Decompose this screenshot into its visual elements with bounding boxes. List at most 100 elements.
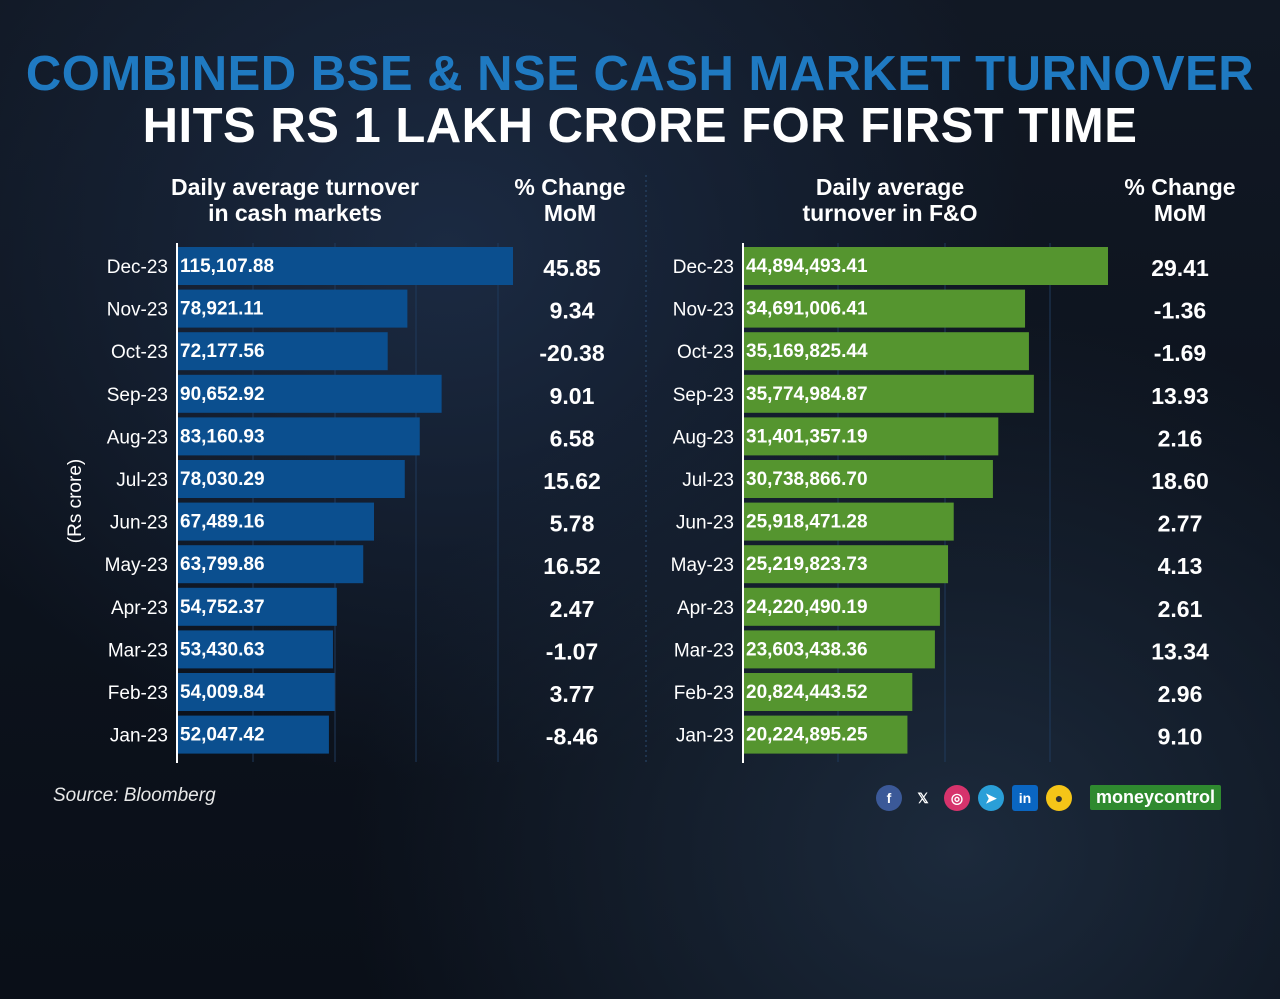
cash-category-label: Mar-23	[108, 640, 168, 661]
fo-pct-change-label: 29.41	[1151, 255, 1209, 281]
fo-category-label: Apr-23	[677, 598, 734, 619]
cash-change-header: % Change MoM	[500, 174, 640, 226]
cash-pct-change-label: 6.58	[550, 425, 595, 451]
fo-value-label: 34,691,006.41	[746, 299, 868, 320]
fo-pct-change-label: 2.96	[1158, 681, 1203, 707]
fo-pct-change-label: 13.34	[1151, 638, 1209, 664]
cash-bar	[177, 332, 388, 371]
fo-change-header: % Change MoM	[1110, 174, 1250, 226]
title-line-2: HITS RS 1 LAKH CRORE FOR FIRST TIME	[142, 99, 1138, 153]
fo-value-label: 44,894,493.41	[746, 256, 868, 277]
fo-bar	[743, 502, 954, 541]
instagram-icon[interactable]: ◎	[944, 785, 970, 811]
cash-bar	[177, 247, 513, 285]
cash-value-label: 78,030.29	[180, 469, 265, 490]
cash-bar	[177, 673, 335, 711]
cash-category-label: Jul-23	[116, 470, 168, 491]
fo-value-label: 24,220,490.19	[746, 597, 868, 618]
cash-value-label: 54,009.84	[180, 682, 265, 703]
cash-bar	[177, 630, 333, 669]
fo-bar	[743, 545, 949, 584]
cash-category-label: Aug-23	[107, 427, 168, 448]
fo-bar	[743, 715, 908, 754]
cash-category-label: Jun-23	[110, 513, 168, 534]
fo-category-label: Dec-23	[673, 257, 734, 278]
fo-pct-change-label: 2.77	[1158, 511, 1203, 537]
fo-pct-change-label: 18.60	[1151, 468, 1209, 494]
cash-category-label: Feb-23	[108, 683, 168, 704]
cash-category-label: Oct-23	[111, 342, 168, 363]
cash-value-label: 78,921.11	[180, 299, 264, 320]
fo-category-label: Mar-23	[674, 640, 734, 661]
koo-icon[interactable]: ●	[1046, 785, 1072, 811]
cash-value-label: 63,799.86	[180, 554, 265, 575]
fo-bar	[743, 673, 913, 711]
fo-header-line2: turnover in F&O	[802, 200, 978, 226]
fo-change-header-line2: MoM	[1153, 200, 1207, 226]
linkedin-icon[interactable]: in	[1012, 785, 1038, 811]
cash-value-label: 72,177.56	[180, 341, 265, 362]
cash-pct-change-label: 16.52	[543, 553, 601, 579]
cash-bar	[177, 587, 337, 626]
cash-bar	[177, 502, 375, 541]
cash-category-label: May-23	[105, 555, 168, 576]
fo-bar	[743, 460, 993, 498]
cash-pct-change-label: 3.77	[550, 681, 595, 707]
cash-change-header-line2: MoM	[543, 200, 597, 226]
fo-category-label: May-23	[671, 555, 734, 576]
moneycontrol-logo: moneycontrol	[1090, 785, 1222, 810]
source-note: Source: Bloomberg	[53, 785, 216, 806]
cash-value-label: 52,047.42	[180, 725, 265, 746]
cash-header-line1: Daily average turnover	[170, 174, 419, 200]
cash-pct-change-label: 9.34	[550, 298, 595, 324]
fo-bar	[743, 247, 1108, 285]
fo-category-label: Oct-23	[677, 342, 734, 363]
fo-change-header-line1: % Change	[1124, 174, 1236, 200]
cash-value-label: 90,652.92	[180, 384, 265, 405]
fo-pct-change-label: -1.36	[1154, 298, 1206, 324]
fo-header-line1: Daily average	[815, 174, 965, 200]
cash-category-label: Nov-23	[107, 300, 168, 321]
fo-pct-change-label: 2.16	[1158, 425, 1203, 451]
cash-value-label: 53,430.63	[180, 639, 265, 660]
cash-change-header-line1: % Change	[514, 174, 626, 200]
fo-category-label: Sep-23	[673, 385, 734, 406]
cash-value-label: 67,489.16	[180, 512, 265, 533]
fo-pct-change-label: 9.10	[1158, 724, 1203, 750]
fo-category-label: Jul-23	[682, 470, 734, 491]
fo-pct-change-label: 13.93	[1151, 383, 1209, 409]
cash-value-label: 115,107.88	[180, 256, 274, 277]
cash-pct-change-label: -1.07	[546, 638, 598, 664]
cash-pct-change-label: 15.62	[543, 468, 601, 494]
cash-pct-change-label: 9.01	[550, 383, 595, 409]
cash-pct-change-label: 45.85	[543, 255, 601, 281]
title-line-1: COMBINED BSE & NSE CASH MARKET TURNOVER	[25, 47, 1255, 101]
fo-category-label: Nov-23	[673, 300, 734, 321]
cash-category-label: Sep-23	[107, 385, 168, 406]
cash-bar	[177, 289, 408, 328]
fo-value-label: 30,738,866.70	[746, 469, 868, 490]
cash-category-label: Jan-23	[110, 726, 168, 747]
fo-bar	[743, 587, 940, 626]
x-icon[interactable]: 𝕏	[917, 789, 929, 806]
cash-bar	[177, 545, 364, 584]
fo-pct-change-label: 4.13	[1158, 553, 1203, 579]
facebook-icon[interactable]: f	[876, 785, 902, 811]
cash-pct-change-label: -8.46	[546, 724, 598, 750]
fo-bar	[743, 417, 999, 456]
telegram-icon[interactable]: ➤	[978, 785, 1004, 811]
cash-header: Daily average turnover in cash markets	[150, 174, 440, 226]
cash-bar	[177, 460, 405, 498]
fo-value-label: 20,824,443.52	[746, 682, 868, 703]
cash-bar	[177, 715, 329, 754]
brand-name: moneycontrol	[1096, 787, 1216, 807]
fo-bar	[743, 332, 1029, 371]
fo-category-label: Feb-23	[674, 683, 734, 704]
cash-pct-change-label: 5.78	[550, 511, 595, 537]
cash-value-label: 54,752.37	[180, 597, 265, 618]
cash-category-label: Dec-23	[107, 257, 168, 278]
cash-pct-change-label: -20.38	[539, 340, 604, 366]
fo-value-label: 23,603,438.36	[746, 639, 868, 660]
fo-category-label: Aug-23	[673, 427, 734, 448]
